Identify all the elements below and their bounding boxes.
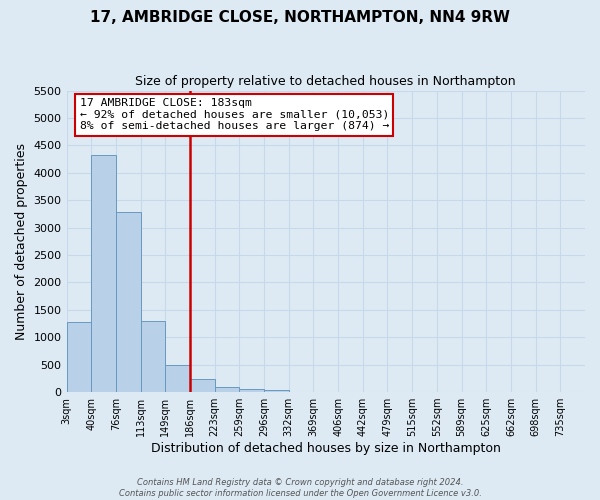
X-axis label: Distribution of detached houses by size in Northampton: Distribution of detached houses by size … (151, 442, 501, 455)
Bar (165, 365, 190, 392)
Text: Contains HM Land Registry data © Crown copyright and database right 2024.
Contai: Contains HM Land Registry data © Crown c… (119, 478, 481, 498)
Y-axis label: Number of detached properties: Number of detached properties (15, 143, 28, 340)
Bar (140, 321, 165, 392)
Bar (190, 380, 215, 392)
Bar (264, 390, 289, 392)
Title: Size of property relative to detached houses in Northampton: Size of property relative to detached ho… (136, 75, 516, 88)
Text: 17 AMBRIDGE CLOSE: 183sqm
← 92% of detached houses are smaller (10,053)
8% of se: 17 AMBRIDGE CLOSE: 183sqm ← 92% of detac… (80, 98, 389, 132)
Bar (67, 322, 91, 392)
Bar (91, 154, 116, 392)
Bar (215, 386, 239, 392)
Bar (239, 390, 264, 392)
Text: 17, AMBRIDGE CLOSE, NORTHAMPTON, NN4 9RW: 17, AMBRIDGE CLOSE, NORTHAMPTON, NN4 9RW (90, 10, 510, 25)
Bar (116, 212, 140, 392)
